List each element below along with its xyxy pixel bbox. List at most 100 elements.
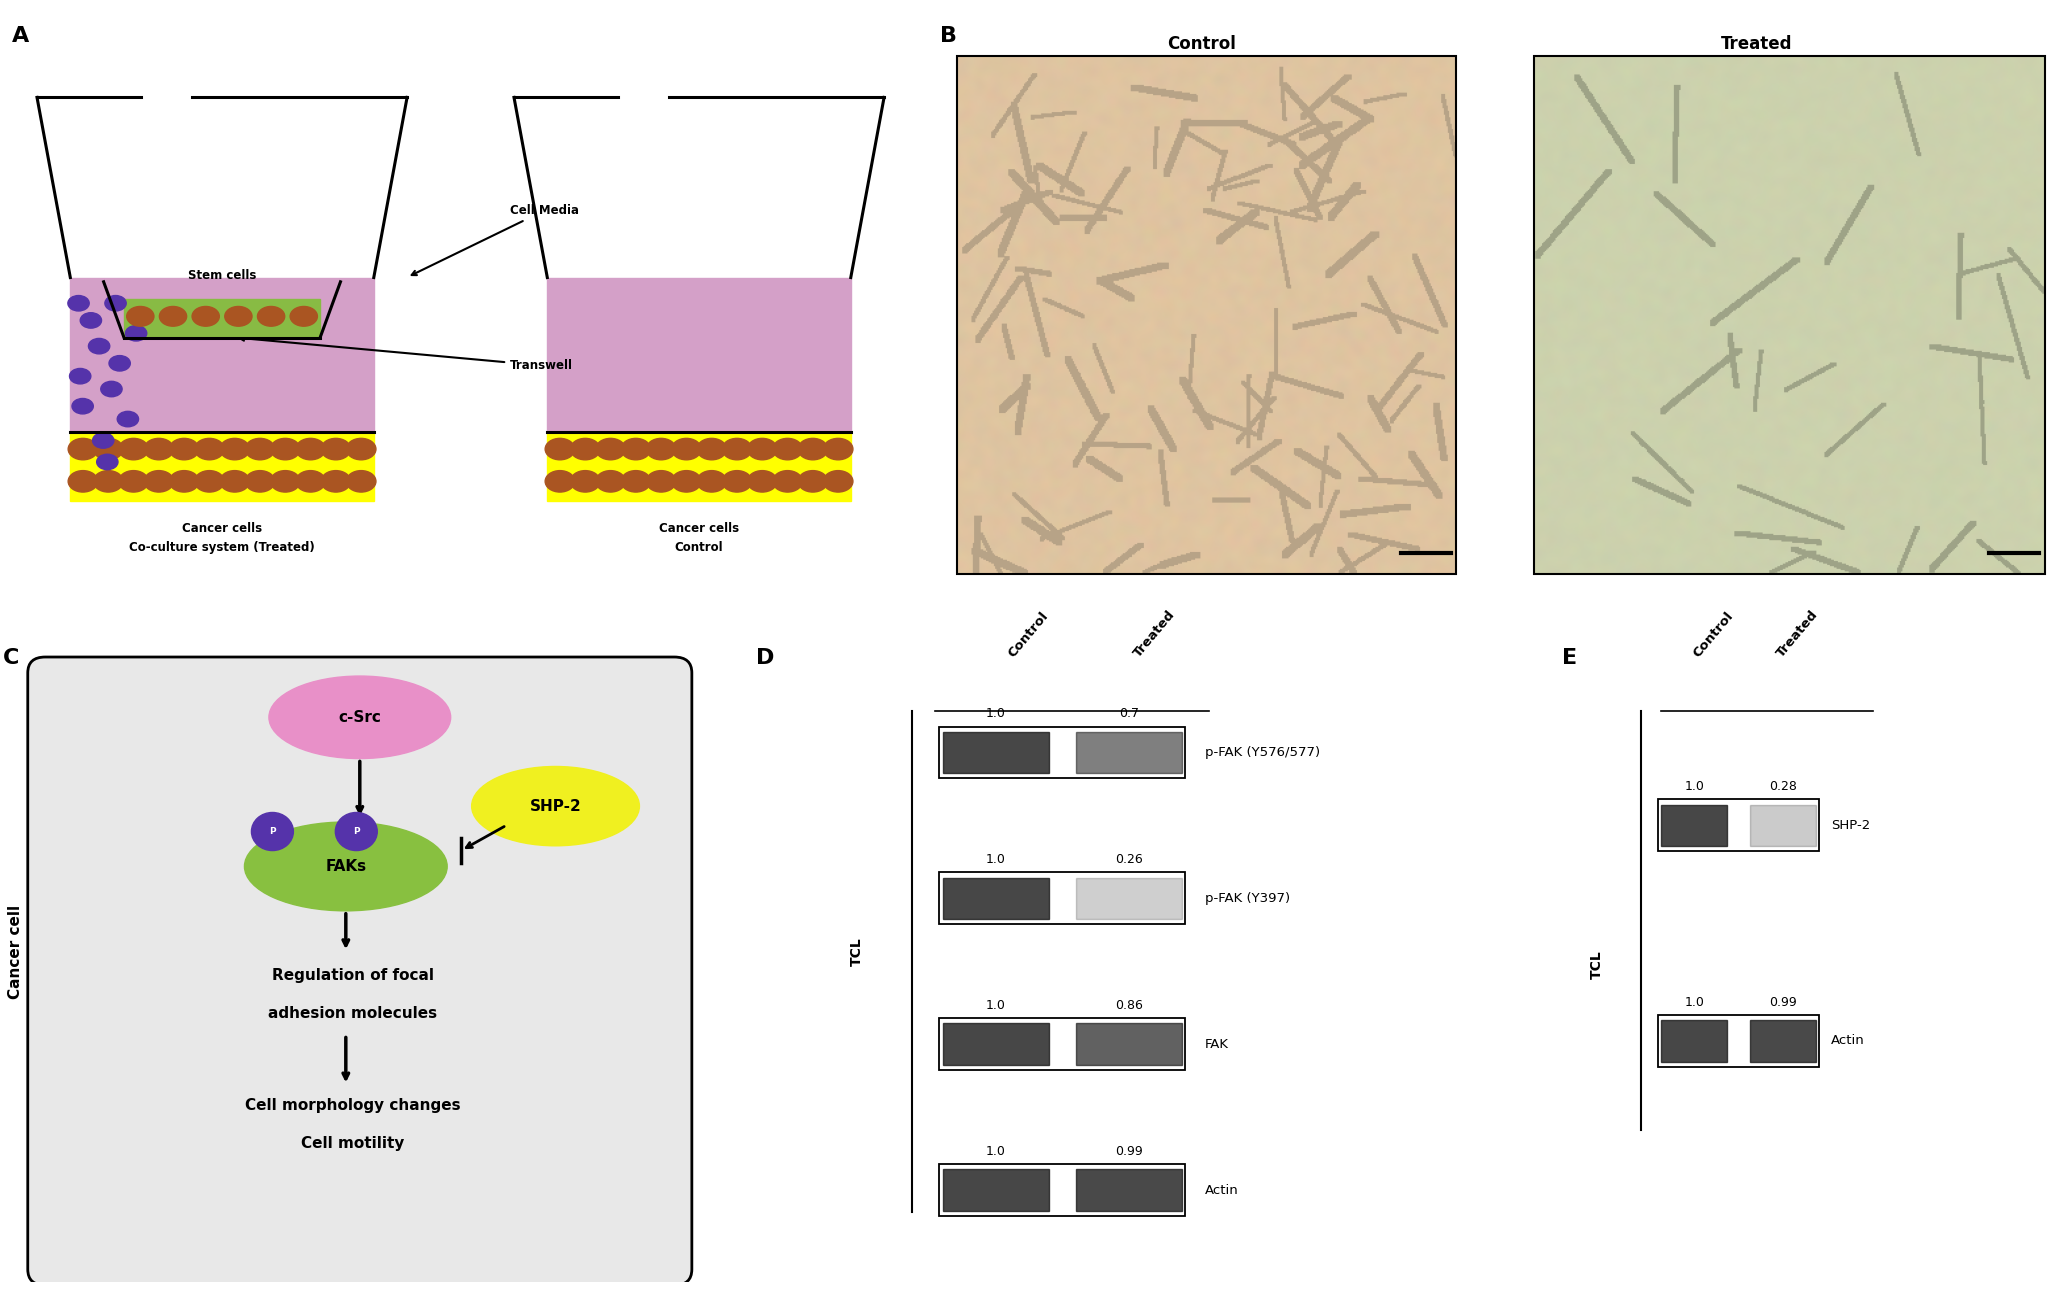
Circle shape (220, 439, 249, 460)
Text: TCL: TCL (1589, 951, 1604, 979)
Circle shape (251, 812, 294, 851)
Text: Control: Control (1690, 610, 1735, 660)
Text: C: C (4, 648, 21, 667)
Circle shape (109, 356, 130, 372)
Circle shape (117, 412, 138, 427)
Text: c-Src: c-Src (339, 710, 380, 725)
Text: Cell Media: Cell Media (411, 205, 580, 275)
Circle shape (321, 439, 352, 460)
Circle shape (621, 470, 650, 492)
Circle shape (144, 470, 173, 492)
Circle shape (68, 295, 88, 311)
Circle shape (195, 470, 224, 492)
Circle shape (160, 307, 187, 326)
Circle shape (70, 369, 90, 383)
Text: Control: Control (1005, 610, 1051, 660)
Bar (1075, 1023, 1182, 1064)
FancyBboxPatch shape (29, 657, 691, 1285)
Circle shape (296, 439, 325, 460)
Text: Co-culture system (Treated): Co-culture system (Treated) (130, 541, 315, 554)
Circle shape (672, 470, 701, 492)
Text: 0.28: 0.28 (1768, 781, 1797, 794)
Circle shape (345, 439, 376, 460)
Text: Stem cells: Stem cells (187, 269, 257, 282)
Text: 0.99: 0.99 (1768, 996, 1797, 1009)
Bar (1659, 1015, 1820, 1067)
Bar (70, 433, 374, 501)
Circle shape (773, 470, 802, 492)
Text: 1.0: 1.0 (987, 707, 1005, 720)
Circle shape (822, 470, 853, 492)
Bar (944, 1169, 1049, 1211)
Text: 1.0: 1.0 (987, 853, 1005, 866)
Circle shape (748, 470, 777, 492)
Text: SHP-2: SHP-2 (1832, 818, 1871, 831)
Circle shape (93, 470, 123, 492)
Circle shape (119, 439, 148, 460)
Polygon shape (547, 277, 851, 433)
Circle shape (271, 470, 300, 492)
Circle shape (97, 455, 117, 470)
Text: 0.7: 0.7 (1118, 707, 1139, 720)
Circle shape (169, 470, 199, 492)
Circle shape (169, 439, 199, 460)
Bar (940, 1018, 1186, 1070)
Circle shape (722, 439, 752, 460)
Text: A: A (12, 26, 29, 45)
Circle shape (672, 439, 701, 460)
Circle shape (722, 470, 752, 492)
Bar (547, 433, 851, 501)
Circle shape (621, 439, 650, 460)
Text: Control: Control (674, 541, 724, 554)
Circle shape (570, 470, 600, 492)
Circle shape (596, 470, 625, 492)
Bar (1659, 799, 1820, 851)
Text: SHP-2: SHP-2 (530, 799, 582, 813)
Text: B: B (940, 26, 958, 45)
Circle shape (748, 439, 777, 460)
Circle shape (80, 312, 101, 328)
Text: Treated: Treated (1721, 35, 1793, 53)
Ellipse shape (245, 822, 448, 910)
Text: Treated: Treated (1131, 609, 1178, 660)
Text: Cell morphology changes: Cell morphology changes (245, 1098, 461, 1112)
Circle shape (105, 295, 125, 311)
Text: TCL: TCL (851, 938, 864, 966)
Circle shape (101, 381, 121, 396)
Circle shape (798, 470, 829, 492)
Circle shape (127, 307, 154, 326)
Text: FAK: FAK (1205, 1037, 1229, 1050)
Bar (940, 1164, 1186, 1216)
Text: adhesion molecules: adhesion molecules (267, 1006, 438, 1020)
Text: P: P (269, 828, 276, 837)
Text: 1.0: 1.0 (1684, 996, 1704, 1009)
Bar (1075, 1169, 1182, 1211)
Bar (1534, 56, 2046, 574)
Circle shape (195, 439, 224, 460)
Bar (944, 878, 1049, 918)
Circle shape (271, 439, 300, 460)
Bar (940, 873, 1186, 923)
Bar (1661, 1020, 1727, 1062)
Circle shape (257, 307, 284, 326)
Text: Regulation of focal: Regulation of focal (271, 967, 434, 983)
Ellipse shape (269, 676, 450, 759)
Text: Transwell: Transwell (238, 335, 574, 372)
Text: Treated: Treated (1774, 609, 1822, 660)
Text: 1.0: 1.0 (987, 1000, 1005, 1013)
Circle shape (144, 439, 173, 460)
Circle shape (224, 307, 253, 326)
Circle shape (798, 439, 829, 460)
Text: 1.0: 1.0 (1684, 781, 1704, 794)
Circle shape (646, 439, 676, 460)
Text: 0.99: 0.99 (1114, 1145, 1143, 1158)
Bar (940, 726, 1186, 778)
Circle shape (697, 470, 726, 492)
Circle shape (119, 470, 148, 492)
Bar (1750, 804, 1815, 846)
Circle shape (125, 325, 146, 341)
Bar (944, 732, 1049, 773)
Bar (1750, 1020, 1815, 1062)
Text: FAKs: FAKs (325, 859, 366, 874)
Bar (123, 299, 321, 338)
